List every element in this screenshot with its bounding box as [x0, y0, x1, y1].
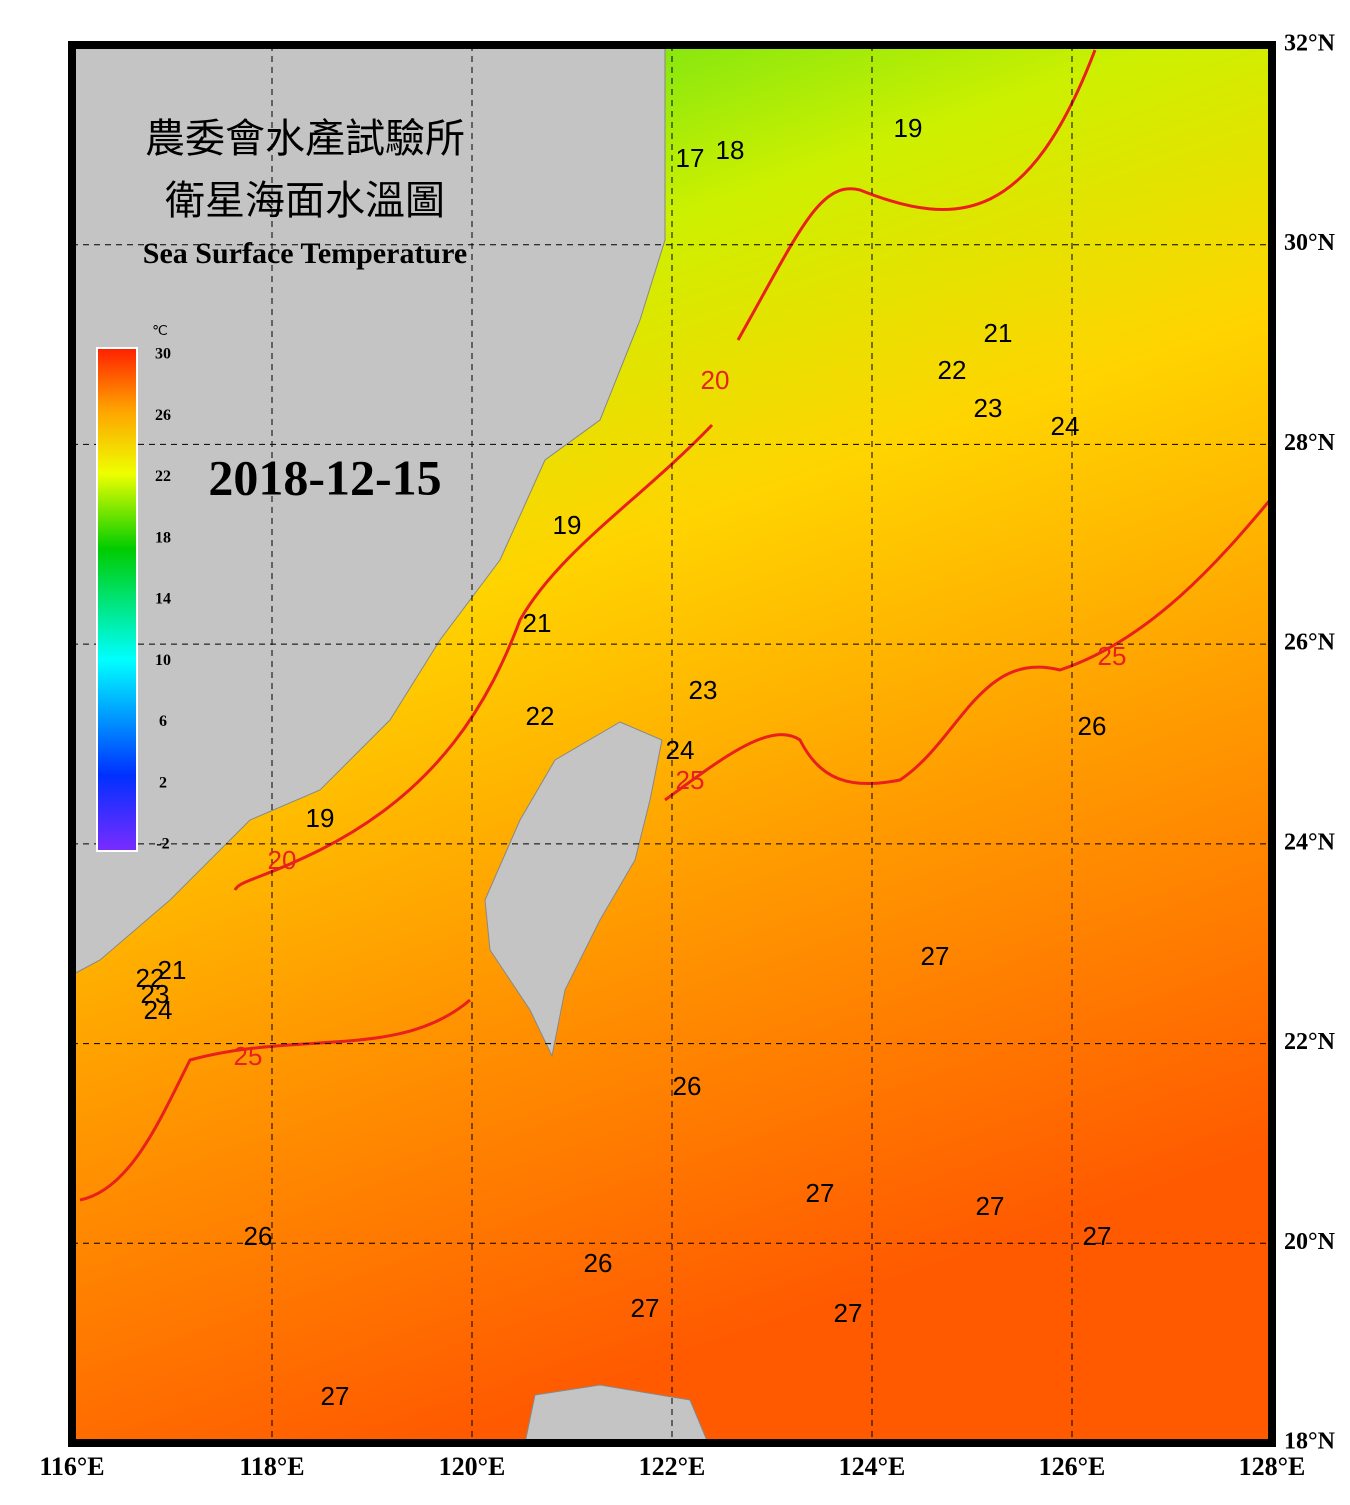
colorbar-tick-label: 18 — [155, 529, 171, 546]
isotherm-label: 22 — [526, 701, 555, 731]
title-zh: 衛星海面水溫圖 — [165, 178, 445, 223]
isotherm-label: 27 — [631, 1293, 660, 1323]
y-tick-label: 32°N — [1284, 31, 1336, 57]
isotherm-line — [736, 49, 1097, 341]
isotherm-label: 24 — [144, 995, 173, 1025]
isotherm-label: 27 — [806, 1178, 835, 1208]
hainan — [524, 1384, 709, 1443]
date: 2018-12-15 — [208, 449, 441, 505]
isotherm-label: 27 — [1083, 1221, 1112, 1251]
x-tick-label: 128°E — [1239, 1452, 1306, 1481]
isotherm-label: 17 — [676, 143, 705, 173]
colorbar-tick-label: 10 — [155, 652, 171, 669]
colorbar-tick-label: 14 — [155, 591, 171, 608]
colorbar — [96, 347, 138, 852]
isotherm-label: 27 — [834, 1298, 863, 1328]
isotherm-label: 26 — [584, 1248, 613, 1278]
isotherm-label: 19 — [306, 803, 335, 833]
isotherm-line — [233, 423, 714, 891]
isotherm-label: 21 — [158, 955, 187, 985]
x-tick-label: 126°E — [1039, 1452, 1106, 1481]
colorbar-tick-label: -2 — [156, 836, 169, 853]
isotherm-label: 23 — [141, 979, 170, 1009]
isotherm-label: 19 — [553, 510, 582, 540]
isotherm-label: 20 — [268, 845, 297, 875]
isotherm-label: 21 — [984, 318, 1013, 348]
y-tick-label: 28°N — [1284, 430, 1336, 456]
isotherm-label: 25 — [676, 765, 705, 795]
isotherm-label: 24 — [666, 735, 695, 765]
isotherm-label: 19 — [894, 113, 923, 143]
isotherm-label: 22 — [938, 355, 967, 385]
taiwan — [484, 721, 663, 1058]
isotherm-label: 27 — [921, 941, 950, 971]
isotherm-label: 25 — [234, 1041, 263, 1071]
y-tick-label: 30°N — [1284, 230, 1336, 256]
isotherm-label: 24 — [1051, 411, 1080, 441]
isotherm-label: 26 — [1078, 711, 1107, 741]
isotherm-label: 18 — [716, 135, 745, 165]
y-tick-label: 22°N — [1284, 1029, 1336, 1055]
isotherm-label: 23 — [689, 675, 718, 705]
isotherm-label: 27 — [976, 1191, 1005, 1221]
isotherm-line — [664, 499, 1272, 802]
x-tick-label: 124°E — [839, 1452, 906, 1481]
mainland — [72, 45, 666, 976]
colorbar-unit: ℃ — [152, 324, 168, 339]
isotherm-label: 21 — [523, 608, 552, 638]
isotherm-label: 20 — [701, 365, 730, 395]
isotherm-label: 27 — [321, 1381, 350, 1411]
colorbar-tick-label: 22 — [155, 468, 171, 485]
y-tick-label: 18°N — [1284, 1429, 1336, 1455]
x-tick-label: 116°E — [39, 1452, 104, 1481]
x-tick-label: 120°E — [439, 1452, 506, 1481]
x-tick-label: 118°E — [239, 1452, 304, 1481]
colorbar-tick-label: 2 — [159, 774, 167, 791]
isotherm-line — [79, 998, 471, 1202]
y-tick-label: 20°N — [1284, 1229, 1336, 1255]
map-frame — [68, 41, 1276, 1447]
colorbar-tick-label: 26 — [155, 407, 171, 424]
y-tick-label: 24°N — [1284, 829, 1336, 855]
x-tick-label: 122°E — [639, 1452, 706, 1481]
isotherm-label: 26 — [673, 1071, 702, 1101]
title-zh: 農委會水產試驗所 — [145, 116, 465, 161]
isotherm-label: 22 — [136, 963, 165, 993]
title-en: Sea Surface Temperature — [143, 237, 467, 270]
y-tick-label: 26°N — [1284, 630, 1336, 656]
colorbar-tick-label: 6 — [159, 713, 167, 730]
colorbar-tick-label: 30 — [155, 346, 171, 363]
isotherm-label: 26 — [244, 1221, 273, 1251]
isotherm-label: 23 — [974, 393, 1003, 423]
isotherm-label: 25 — [1098, 641, 1127, 671]
